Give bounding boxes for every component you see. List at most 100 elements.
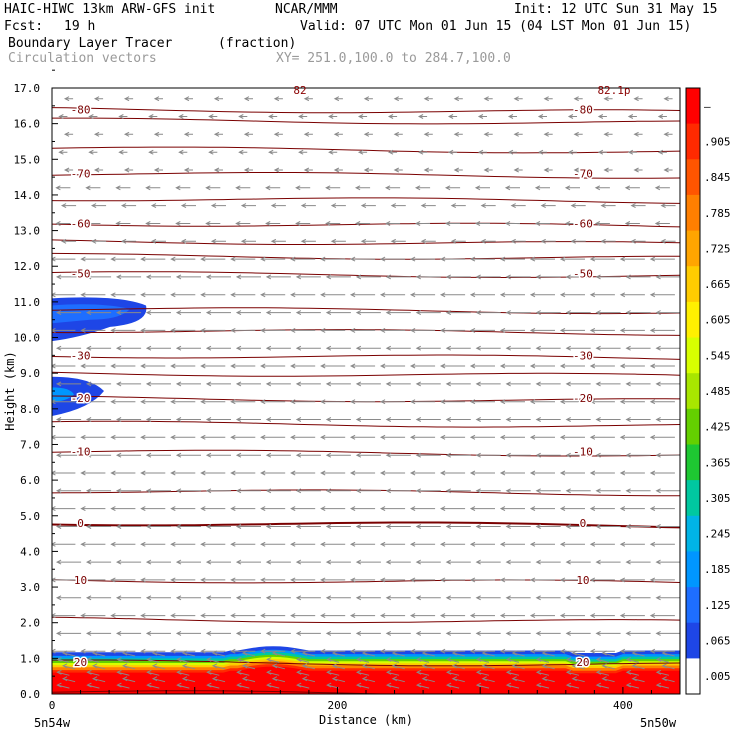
circulation-vector [110,256,136,262]
circulation-vector [333,131,343,137]
circulation-vector [200,648,226,654]
circulation-vector [474,185,490,191]
circulation-vector [565,669,580,676]
circulation-vector [140,399,166,405]
circulation-vector [55,524,82,529]
contour-label: 20 [576,656,589,669]
circulation-vector [543,131,553,137]
circulation-vector [140,327,166,333]
circulation-vector [439,541,466,547]
circulation-vector [499,256,525,262]
circulation-vector [110,363,136,369]
colorbar-label: .725 [704,242,731,255]
circulation-vector [80,256,106,262]
colorbar-label: .305 [704,492,731,505]
circulation-vector [325,185,341,191]
circulation-vector [417,114,428,119]
circulation-vector [205,221,221,226]
circulation-vector [529,506,555,512]
colorbar-swatch [686,88,700,125]
circulation-vector [529,470,555,476]
circulation-vector [52,577,76,583]
circulation-vector [140,648,166,654]
circulation-vector [475,417,501,422]
circulation-vector [110,577,136,583]
circulation-vector [268,114,278,119]
y-tick-label: 8.0 [20,403,40,416]
circulation-vector [445,488,471,494]
circulation-vector [595,310,621,316]
circulation-vector [115,452,142,458]
contour-label: -50 [71,267,91,280]
circulation-vector [450,238,466,244]
circulation-vector [230,256,256,262]
circulation-vector [151,676,166,683]
circulation-vector [145,221,161,226]
circulation-vector [529,363,555,369]
circulation-vector [444,185,461,191]
circulation-vector [540,203,556,209]
circulation-vector [595,452,621,458]
circulation-vector [445,274,471,280]
circulation-vector [325,274,351,280]
circulation-vector [505,274,531,280]
circulation-vector [354,185,371,191]
circulation-vector [170,434,196,440]
circulation-vector [205,559,231,565]
circulation-vector [499,577,525,583]
colorbar-swatch [686,408,700,445]
circulation-vector [52,292,76,298]
circulation-vector [110,506,136,512]
circulation-vector [170,541,196,547]
circulation-vector [390,203,406,209]
y-tick-label: 3.0 [20,581,40,594]
circulation-vector [205,310,231,316]
circulation-vector [379,541,406,547]
circulation-vector [56,656,70,663]
circulation-vector [469,506,495,512]
circulation-vector [499,613,525,619]
circulation-vector [56,682,70,689]
circulation-vector [567,114,577,119]
circulation-vector [625,559,651,565]
org-label: NCAR/MMM [275,2,338,17]
circulation-vector [355,345,381,351]
circulation-vector [475,669,490,676]
circulation-vector [52,470,76,476]
circulation-vector [565,524,591,529]
circulation-vector [649,470,675,476]
circulation-vector [619,363,645,369]
contour-line [52,107,680,114]
circulation-vector [200,434,226,440]
circulation-vector [469,648,495,654]
circulation-vector [120,203,137,209]
circulation-vector [603,96,613,102]
colorbar-swatch [686,658,700,695]
circulation-vector [649,327,675,333]
circulation-vector [529,399,555,405]
circulation-vector [115,310,142,316]
xy-label: XY= 251.0,100.0 to 284.7,100.0 [276,51,511,66]
circulation-vector [589,506,615,512]
y-tick-label: 17.0 [14,82,41,95]
colorbar-swatch [686,159,700,196]
circulation-vector [595,524,621,529]
circulation-vector [88,114,98,119]
circulation-vector [570,238,586,244]
circulation-vector [655,595,680,601]
circulation-vector [110,648,136,654]
circulation-vector [657,114,667,119]
circulation-vector [175,630,201,636]
circulation-vector [393,167,403,173]
circulation-vector [655,682,670,689]
circulation-vector [475,452,501,458]
circulation-vector [175,559,201,565]
circulation-vector [175,595,201,601]
y-tick-label: 6.0 [20,474,40,487]
circulation-vector [595,274,621,280]
circulation-vector [415,381,441,387]
circulation-vector [175,524,201,529]
circulation-vector [535,452,561,458]
circulation-vector [115,345,142,351]
circulation-vector [298,149,308,155]
